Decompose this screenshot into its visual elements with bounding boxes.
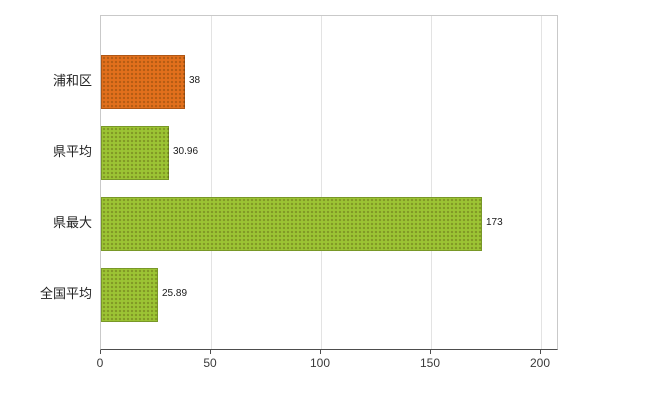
bar-1 (101, 126, 169, 180)
bar-2 (101, 197, 482, 251)
bar-value-label: 25.89 (162, 288, 188, 299)
bar-value-label: 38 (189, 75, 201, 86)
bar-3 (101, 268, 158, 322)
gridline (541, 16, 542, 349)
x-tick-mark (210, 350, 211, 354)
bar-value-label: 30.96 (173, 146, 199, 157)
x-tick-label: 150 (419, 356, 441, 370)
gridline (321, 16, 322, 349)
category-label: 県最大 (52, 215, 92, 230)
bar-0 (101, 55, 185, 109)
x-tick-label: 50 (203, 356, 217, 370)
category-label: 全国平均 (39, 286, 92, 301)
x-tick-mark (320, 350, 321, 354)
x-tick-label: 100 (309, 356, 331, 370)
gridline (211, 16, 212, 349)
x-tick-label: 200 (529, 356, 551, 370)
category-label: 県平均 (52, 144, 92, 159)
plot-area (100, 15, 558, 350)
bar-value-label: 173 (486, 217, 503, 228)
x-tick-mark (540, 350, 541, 354)
gridline (431, 16, 432, 349)
x-tick-mark (430, 350, 431, 354)
category-label: 浦和区 (52, 73, 92, 88)
x-tick-mark (100, 350, 101, 354)
x-tick-label: 0 (96, 356, 104, 370)
